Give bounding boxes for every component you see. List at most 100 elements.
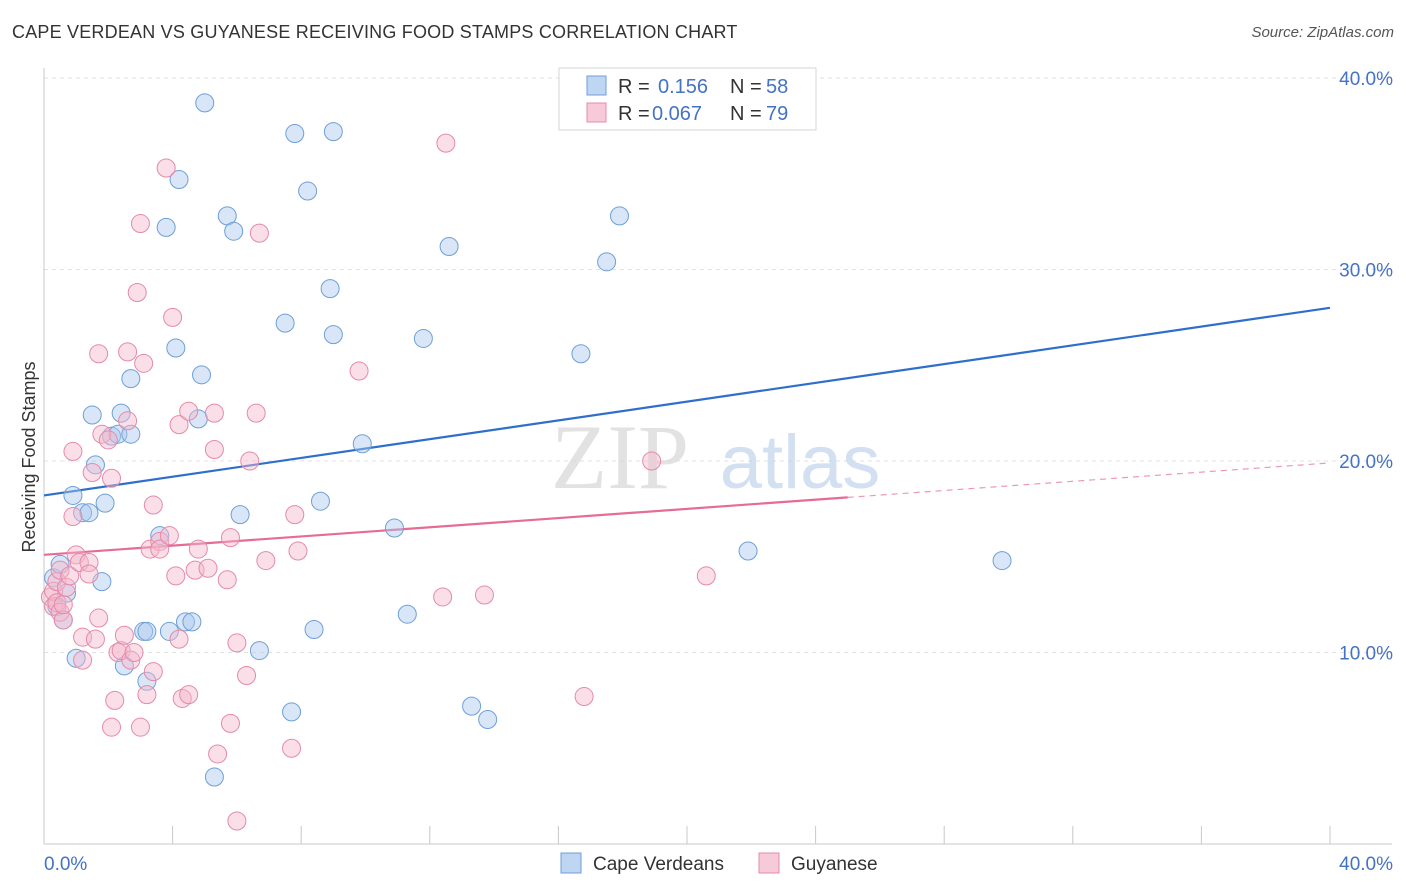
point-guyanese: [143, 495, 163, 515]
point-guyanese: [433, 587, 453, 607]
point-guyanese: [436, 133, 456, 153]
point-cape-verdeans: [304, 620, 324, 640]
point-guyanese: [642, 451, 662, 471]
point-guyanese: [188, 539, 208, 559]
series-legend-swatch-guyanese: [758, 852, 780, 874]
point-cape-verdeans: [462, 696, 482, 716]
trend-line-guyanese: [43, 496, 848, 556]
point-cape-verdeans: [159, 621, 179, 641]
point-guyanese: [53, 595, 73, 615]
point-cape-verdeans: [323, 122, 343, 142]
point-guyanese: [204, 440, 224, 460]
point-guyanese: [169, 629, 189, 649]
legend-r-label-1: R =: [618, 76, 650, 98]
point-guyanese: [696, 566, 716, 586]
point-cape-verdeans: [169, 169, 189, 189]
point-guyanese: [114, 625, 134, 645]
point-guyanese: [57, 577, 77, 597]
point-guyanese: [150, 531, 170, 551]
point-cape-verdeans: [79, 503, 99, 523]
point-cape-verdeans: [597, 252, 617, 272]
point-cape-verdeans: [137, 671, 157, 691]
stats-legend: R = 0.156 N = 58 R = 0.067 N = 79: [558, 67, 817, 131]
point-guyanese: [53, 610, 73, 630]
point-guyanese: [198, 558, 218, 578]
data-points: [40, 93, 1012, 831]
point-cape-verdeans: [95, 493, 115, 513]
point-cape-verdeans: [73, 503, 93, 523]
point-guyanese: [89, 608, 109, 628]
y-tick-label: 20.0%: [1339, 452, 1393, 473]
point-guyanese: [47, 572, 67, 592]
point-cape-verdeans: [224, 221, 244, 241]
grid-lines: [44, 77, 1392, 653]
legend-r-value-2: 0.067: [652, 103, 702, 125]
point-cape-verdeans: [298, 181, 318, 201]
point-cape-verdeans: [571, 344, 591, 364]
point-guyanese: [63, 507, 83, 527]
axes: [43, 68, 1392, 845]
point-guyanese: [102, 468, 122, 488]
point-cape-verdeans: [121, 369, 141, 389]
point-guyanese: [208, 744, 228, 764]
point-cape-verdeans: [384, 518, 404, 538]
point-guyanese: [240, 451, 260, 471]
legend-swatch-cape-verdeans: [586, 75, 607, 96]
legend-swatch-guyanese: [586, 102, 607, 123]
watermark: ZIP atlas: [551, 406, 880, 508]
point-guyanese: [73, 650, 93, 670]
point-guyanese: [349, 361, 369, 381]
point-guyanese: [121, 650, 141, 670]
point-cape-verdeans: [166, 338, 186, 358]
point-cape-verdeans: [609, 206, 629, 226]
point-guyanese: [179, 685, 199, 705]
x-tick-label: 0.0%: [44, 854, 87, 875]
point-guyanese: [89, 344, 109, 364]
watermark-zip: ZIP: [551, 406, 689, 508]
point-guyanese: [237, 665, 257, 685]
point-cape-verdeans: [738, 541, 758, 561]
point-cape-verdeans: [82, 405, 102, 425]
point-cape-verdeans: [102, 426, 122, 446]
watermark-atlas: atlas: [720, 420, 881, 505]
point-guyanese: [256, 551, 276, 571]
point-guyanese: [79, 564, 99, 584]
point-guyanese: [127, 282, 147, 302]
point-guyanese: [98, 430, 118, 450]
point-cape-verdeans: [137, 621, 157, 641]
point-cape-verdeans: [150, 526, 170, 546]
point-guyanese: [85, 629, 105, 649]
point-guyanese: [50, 560, 70, 580]
series-legend-label-cape-verdeans: Cape Verdeans: [593, 854, 724, 875]
series-legend-swatch-cape-verdeans: [560, 852, 582, 874]
point-guyanese: [169, 415, 189, 435]
point-guyanese: [217, 570, 237, 590]
point-guyanese: [102, 717, 122, 737]
point-guyanese: [159, 526, 179, 546]
y-axis-title: Receiving Food Stamps: [19, 361, 39, 552]
point-guyanese: [130, 214, 150, 234]
point-cape-verdeans: [195, 93, 215, 113]
point-cape-verdeans: [323, 325, 343, 345]
series-legend-label-guyanese: Guyanese: [791, 854, 878, 875]
point-cape-verdeans: [204, 767, 224, 787]
chart-source: Source: ZipAtlas.com: [1251, 24, 1394, 41]
point-guyanese: [282, 738, 302, 758]
point-guyanese: [150, 539, 170, 559]
point-guyanese: [474, 585, 494, 605]
point-guyanese: [134, 353, 154, 373]
point-guyanese: [204, 403, 224, 423]
point-cape-verdeans: [439, 237, 459, 257]
point-guyanese: [50, 602, 70, 622]
point-guyanese: [285, 505, 305, 525]
point-guyanese: [166, 566, 186, 586]
point-guyanese: [118, 342, 138, 362]
point-guyanese: [156, 158, 176, 178]
point-guyanese: [63, 441, 83, 461]
point-guyanese: [288, 541, 308, 561]
point-cape-verdeans: [275, 313, 295, 333]
point-cape-verdeans: [352, 434, 372, 454]
point-cape-verdeans: [182, 612, 202, 632]
